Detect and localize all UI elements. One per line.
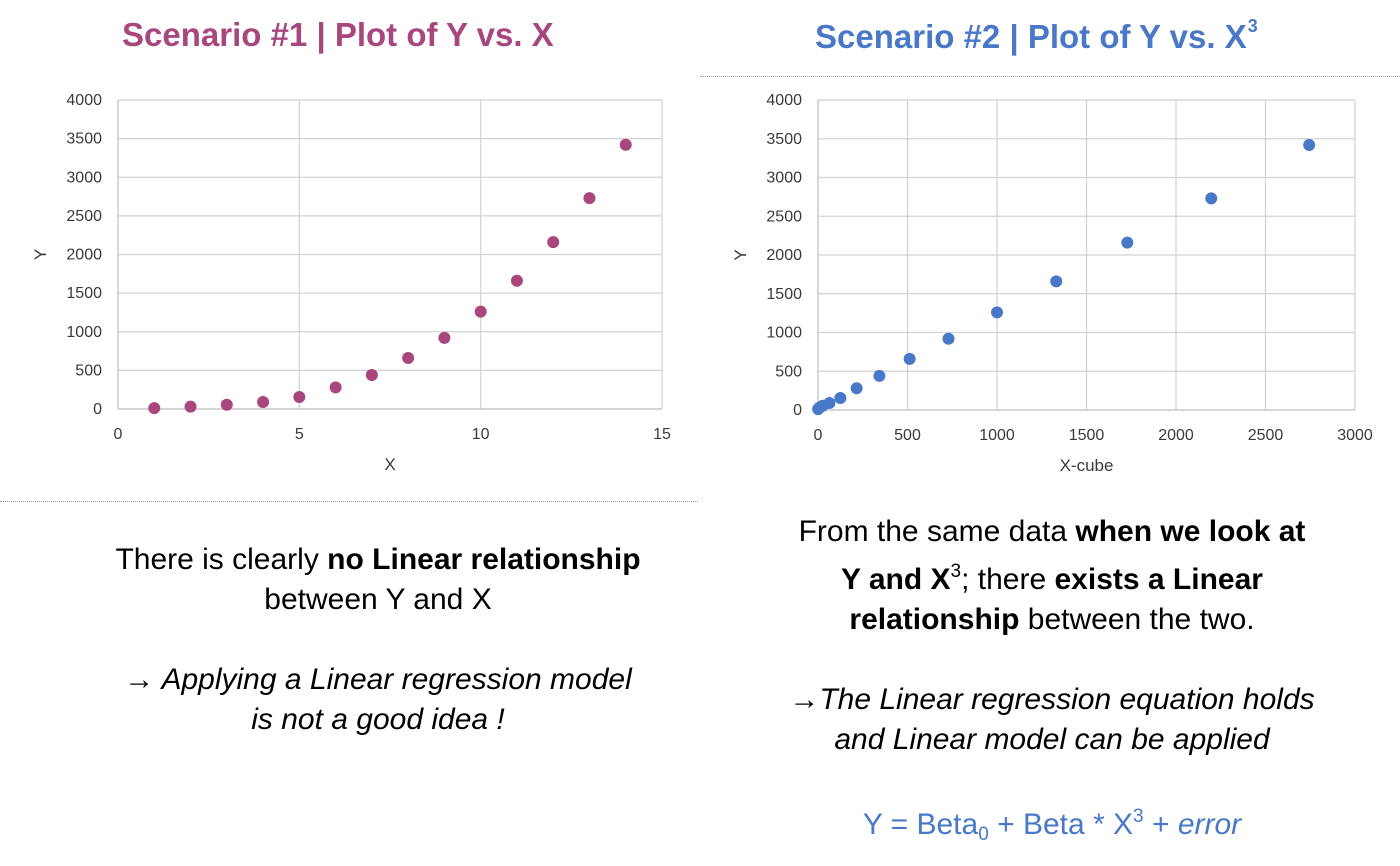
chart1-data-point bbox=[365, 369, 378, 382]
chart2-x-tick-label: 1000 bbox=[979, 427, 1015, 444]
right-text-2b: ; there bbox=[961, 563, 1055, 596]
chart2-data-point bbox=[834, 391, 847, 404]
chart1-data-point bbox=[619, 138, 632, 151]
chart2-y-tick-label: 4000 bbox=[766, 92, 802, 109]
chart2-data-point bbox=[1303, 138, 1316, 151]
chart1-data-point bbox=[329, 381, 342, 394]
equation-superscript: 3 bbox=[1133, 806, 1144, 827]
chart2-data-point bbox=[873, 369, 886, 382]
right-conclusion-line-1: →The Linear regression equation holds bbox=[789, 683, 1315, 716]
right-scatter-chart: 0 500 1000 1500 2000 2500 3000 3500 4000 0 500 1000… bbox=[731, 92, 1373, 475]
chart1-y-tick-label: 2000 bbox=[66, 247, 102, 264]
chart2-x-tick-label: 3000 bbox=[1337, 427, 1373, 444]
chart2-y-axis-label: Y bbox=[731, 249, 750, 260]
chart1-y-tick-label: 2500 bbox=[66, 208, 102, 225]
left-divider bbox=[0, 501, 698, 502]
right-text-2-sup: 3 bbox=[950, 561, 962, 582]
chart2-y-tick-label: 2500 bbox=[766, 208, 802, 225]
chart1-data-point bbox=[510, 274, 523, 287]
chart1-data-point bbox=[583, 192, 596, 205]
right-title-superscript: 3 bbox=[1247, 16, 1258, 36]
top-right-divider bbox=[700, 76, 1400, 77]
chart1-y-tick-label: 3500 bbox=[66, 131, 102, 148]
chart2-x-tick-label: 0 bbox=[814, 427, 823, 444]
chart1-data-point bbox=[257, 396, 270, 409]
chart1-data-point bbox=[402, 352, 415, 365]
left-title-text: Scenario #1 | Plot of Y vs. X bbox=[122, 16, 554, 53]
equation-part-c: + bbox=[1143, 808, 1178, 841]
right-text-line-1: From the same data when we look at bbox=[712, 512, 1392, 552]
chart2-data-point bbox=[1121, 236, 1134, 249]
chart2-data-point bbox=[942, 332, 955, 345]
right-text-3b: between the two. bbox=[1019, 603, 1255, 636]
equation-part-a: Y = Beta bbox=[862, 808, 979, 841]
left-explanation: There is clearly no Linear relationship … bbox=[0, 540, 756, 740]
chart1-y-tick-label: 3000 bbox=[66, 169, 102, 186]
left-text-line-1: There is clearly no Linear relationship bbox=[0, 540, 756, 580]
left-text-spacer bbox=[0, 620, 756, 660]
right-text-1b: when we look at bbox=[1075, 515, 1306, 548]
right-text-spacer bbox=[712, 640, 1392, 680]
regression-equation: Y = Beta0 + Beta * X3 + error bbox=[712, 806, 1392, 846]
right-text-2a: Y and X bbox=[841, 563, 951, 596]
chart2-x-tick-label: 500 bbox=[894, 427, 921, 444]
chart1-y-tick-label: 4000 bbox=[66, 92, 102, 109]
right-chart-title: Scenario #2 | Plot of Y vs. X3 bbox=[815, 16, 1258, 56]
right-text-1a: From the same data bbox=[798, 515, 1076, 548]
right-text-2c: exists a Linear bbox=[1054, 563, 1263, 596]
chart1-x-tick-label: 0 bbox=[114, 426, 123, 443]
chart2-data-point bbox=[850, 382, 863, 395]
chart1-data-point bbox=[474, 305, 487, 318]
chart2-data-point bbox=[991, 306, 1003, 319]
chart1-y-tick-label: 1000 bbox=[66, 324, 102, 341]
right-text-3a: relationship bbox=[849, 603, 1020, 636]
chart1-data-point bbox=[220, 398, 233, 411]
chart2-x-tick-label: 1500 bbox=[1069, 427, 1105, 444]
right-text-line-2: Y and X3; there exists a Linear bbox=[712, 552, 1392, 600]
chart1-data-point bbox=[293, 391, 306, 404]
chart2-y-tick-label: 0 bbox=[793, 402, 802, 419]
chart2-data-point bbox=[1050, 275, 1063, 288]
left-text-1b: no Linear relationship bbox=[327, 543, 641, 576]
right-title-text: Scenario #2 | Plot of Y vs. X bbox=[815, 18, 1247, 55]
chart1-y-tick-label: 500 bbox=[75, 362, 102, 379]
left-text-1a: There is clearly bbox=[115, 543, 328, 576]
left-text-line-2: between Y and X bbox=[264, 583, 492, 616]
right-explanation: From the same data when we look at Y and… bbox=[712, 512, 1392, 760]
equation-error-term: error bbox=[1177, 808, 1242, 841]
chart2-y-tick-label: 2000 bbox=[766, 247, 802, 264]
left-chart-title: Scenario #1 | Plot of Y vs. X bbox=[122, 16, 554, 54]
chart2-x-tick-label: 2500 bbox=[1248, 427, 1284, 444]
chart2-data-point bbox=[1205, 192, 1218, 205]
chart2-y-tick-label: 1000 bbox=[766, 325, 802, 342]
chart1-data-point bbox=[148, 402, 161, 415]
chart1-y-tick-label: 0 bbox=[93, 401, 102, 418]
chart2-y-tick-label: 3500 bbox=[766, 131, 802, 148]
left-conclusion-line-2: is not a good idea ! bbox=[251, 703, 505, 736]
chart1-data-point bbox=[547, 236, 560, 249]
chart1-data-point bbox=[184, 400, 197, 413]
chart1-x-tick-label: 15 bbox=[653, 426, 671, 443]
chart1-x-tick-label: 5 bbox=[295, 426, 304, 443]
chart2-y-tick-label: 1500 bbox=[766, 286, 802, 303]
left-scatter-chart: 0 500 1000 1500 2000 2500 3000 3500 4000 0 5 10 15 X Y bbox=[31, 92, 671, 474]
chart1-x-tick-label: 10 bbox=[472, 426, 490, 443]
chart2-y-tick-label: 3000 bbox=[766, 170, 802, 187]
chart2-x-axis-label: X-cube bbox=[1060, 456, 1114, 475]
chart2-x-tick-label: 2000 bbox=[1158, 427, 1194, 444]
chart1-y-tick-label: 1500 bbox=[66, 285, 102, 302]
chart2-data-point bbox=[823, 397, 836, 410]
equation-part-b: + Beta * X bbox=[988, 808, 1134, 841]
chart1-data-point bbox=[438, 331, 451, 344]
right-conclusion-line-2: and Linear model can be applied bbox=[834, 723, 1270, 756]
chart2-y-tick-label: 500 bbox=[775, 363, 802, 380]
left-conclusion-line-1: → Applying a Linear regression model bbox=[124, 663, 632, 696]
equation-subscript: 0 bbox=[978, 824, 989, 845]
chart1-x-axis-label: X bbox=[384, 455, 395, 474]
chart1-y-axis-label: Y bbox=[31, 249, 50, 260]
chart2-data-point bbox=[903, 352, 916, 365]
right-text-line-3: relationship between the two. bbox=[712, 600, 1392, 640]
